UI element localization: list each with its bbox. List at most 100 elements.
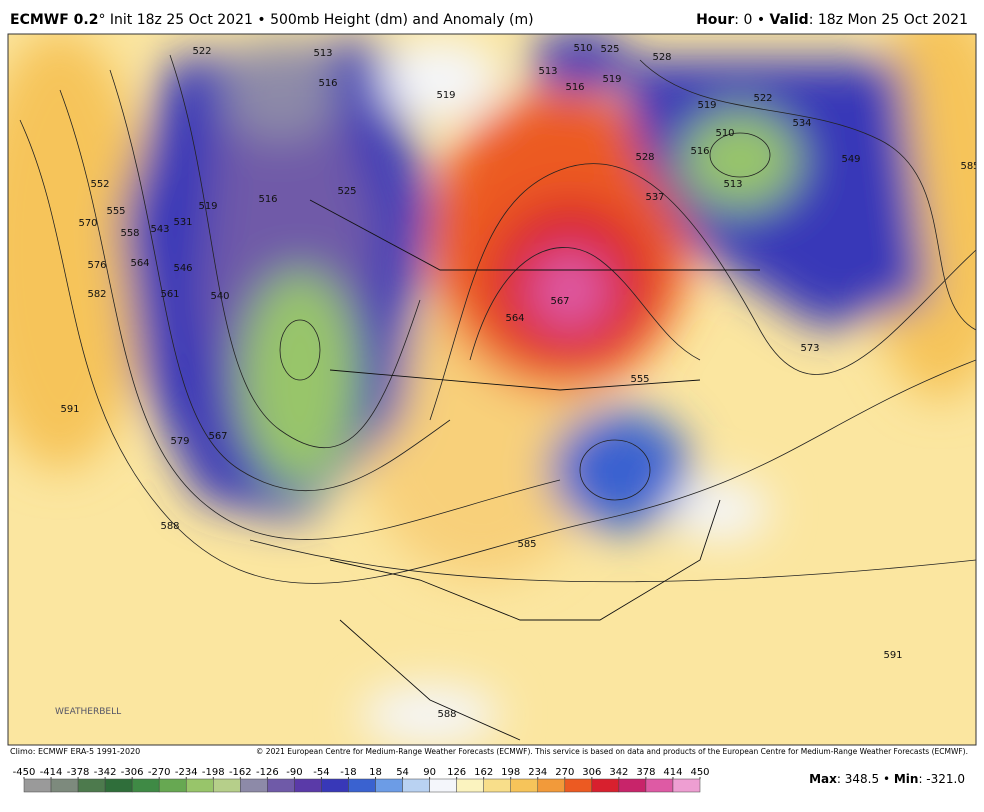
colorbar-swatch [618,778,647,793]
min-label: Min [894,772,919,786]
colorbar-tick-label: -90 [286,767,302,778]
colorbar-tick-label: 18 [369,767,382,778]
contour-label: 516 [565,82,584,93]
colorbar-swatch [672,778,701,793]
contour-label: 525 [600,44,619,55]
colorbar-tick-label: -126 [256,767,279,778]
header-right: Hour: 0 • Valid: 18z Mon 25 Oct 2021 [696,12,968,28]
contour-label: 567 [550,296,569,307]
contour-label: 513 [538,66,557,77]
colorbar-swatch [456,778,484,793]
product: 500mb Height (dm) and Anomaly (m) [270,12,534,28]
max-label: Max [809,772,837,786]
contour-label: 552 [90,179,109,190]
colorbar-tick-label: 198 [501,767,520,778]
colorbar-tick-label: -162 [229,767,252,778]
colorbar: -450 -414 -378 -342 -306 -270 -234 -198 -162 -126… [13,767,710,793]
colorbar-swatch [510,778,539,793]
contour-label: 591 [883,650,902,661]
colorbar-tick-label: -414 [40,767,63,778]
colorbar-tick-label: 54 [396,767,409,778]
colorbar-swatch [23,778,52,793]
contour-label: 516 [258,194,277,205]
valid: : 18z Mon 25 Oct 2021 [809,12,968,28]
colorbar-swatch [104,778,133,793]
colorbar-tick-label: -18 [340,767,356,778]
colorbar-swatch [77,778,106,793]
colorbar-swatch [483,778,511,793]
contour-label: 579 [170,436,189,447]
min: : -321.0 [918,772,965,786]
separator: • [883,772,890,786]
contour-label: 588 [437,709,456,720]
contour-label: 519 [602,74,621,85]
contour-label: 564 [505,313,524,324]
contour-label: 558 [120,228,139,239]
colorbar-swatch [321,778,349,793]
contour-label: 531 [173,217,192,228]
colorbar-swatch [267,778,295,793]
colorbar-swatch [213,778,241,793]
contour-label: 555 [106,206,125,217]
colorbar-tick-label: 450 [690,767,709,778]
colorbar-tick-label: -234 [175,767,198,778]
contour-label: 516 [318,78,337,89]
colorbar-tick-label: 342 [609,767,628,778]
contour-label: 528 [635,152,654,163]
max-min: Max: 348.5 • Min: -321.0 [809,772,965,786]
contour-label: 546 [173,263,192,274]
colorbar-swatch [645,778,674,793]
contour-label: 573 [800,343,819,354]
contour-label: 522 [753,93,772,104]
contour-label: 519 [198,201,217,212]
hour-label: Hour [696,12,734,28]
colorbar-swatch [429,778,457,793]
separator: • [757,12,765,28]
colorbar-swatch [131,778,160,793]
contour-label: 591 [60,404,79,415]
contour-label: 549 [841,154,860,165]
contour-label: 516 [690,146,709,157]
map-frame [7,33,977,746]
contour-label: 513 [723,179,742,190]
contour-label: 540 [210,291,229,302]
colorbar-tick-label: 234 [528,767,547,778]
contour-label: 564 [130,258,149,269]
colorbar-swatch [402,778,430,793]
contour-label: 510 [573,43,592,54]
max: : 348.5 [837,772,879,786]
colorbar-tick-label: -198 [202,767,225,778]
colorbar-tick-label: 270 [555,767,574,778]
contour-label: 585 [960,161,979,172]
contour-label: 537 [645,192,664,203]
contour-label: 582 [87,289,106,300]
valid-label: Valid [770,12,809,28]
contour-label: 528 [652,52,671,63]
contour-label: 519 [436,90,455,101]
colorbar-swatch [185,778,214,793]
separator: • [257,12,265,28]
colorbar-swatch [294,778,322,793]
colorbar-tick-label: -306 [121,767,144,778]
contour-label: 585 [517,539,536,550]
colorbar-tick-label: -378 [67,767,90,778]
colorbar-tick-label: -450 [13,767,36,778]
climo: Climo: ECMWF ERA-5 1991-2020 [10,747,140,756]
contour-label: 522 [192,46,211,57]
contour-label: 576 [87,260,106,271]
contour-label: 588 [160,521,179,532]
colorbar-swatch [564,778,593,793]
colorbar-swatch [240,778,268,793]
colorbar-swatch [537,778,566,793]
model: ECMWF 0.2 [10,12,98,28]
contour-label: 534 [792,118,811,129]
colorbar-swatch [50,778,79,793]
colorbar-swatch [375,778,403,793]
colorbar-tick-label: 378 [636,767,655,778]
contour-label: 555 [630,374,649,385]
degree: ° [98,12,105,28]
contour-label: 513 [313,48,332,59]
contour-label: 519 [697,100,716,111]
colorbar-swatch [591,778,620,793]
